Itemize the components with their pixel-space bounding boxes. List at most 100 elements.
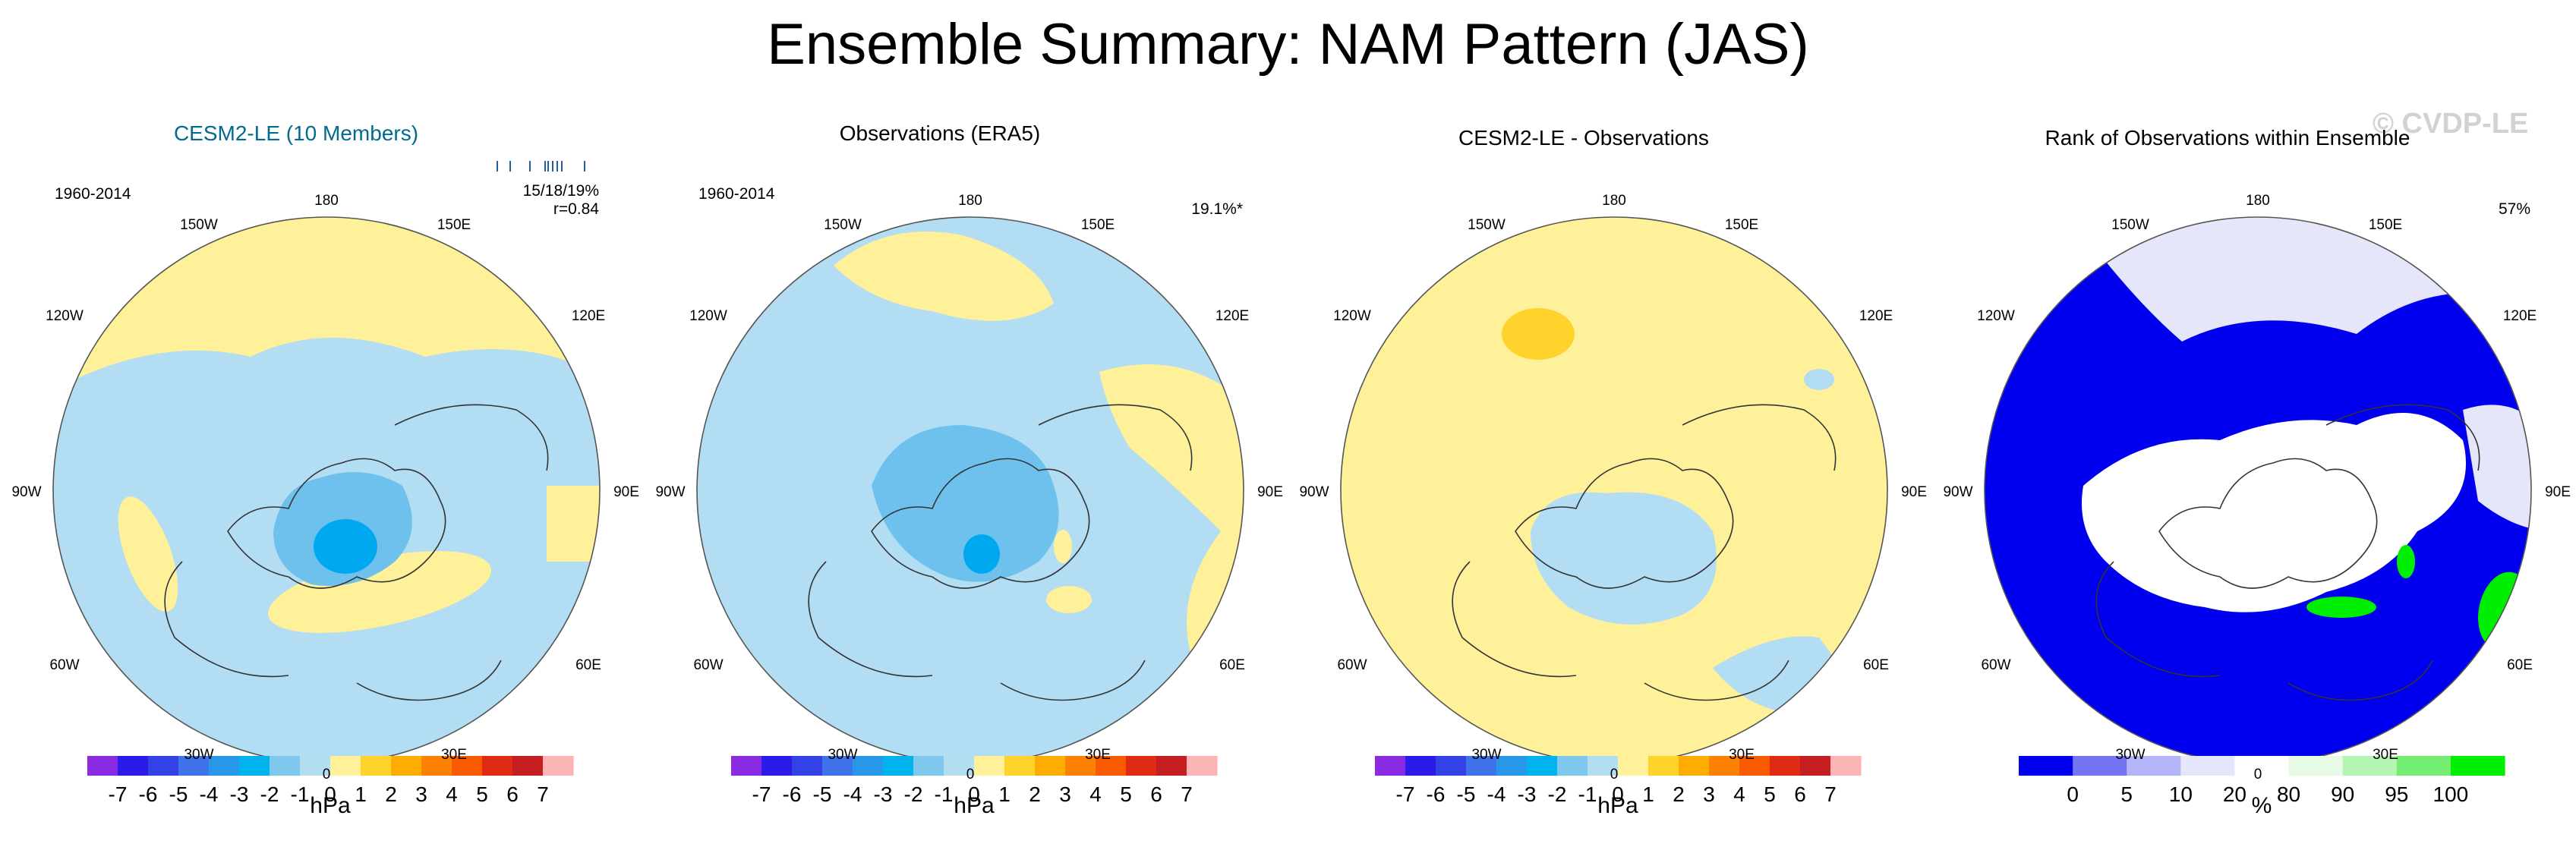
colorbar-swatch <box>330 756 361 776</box>
colorbar-unit: hPa <box>310 793 351 818</box>
colorbar-tick-label: -7 <box>752 782 771 806</box>
colorbar-swatch <box>913 756 944 776</box>
colorbar-swatch <box>1648 756 1679 776</box>
negative-anomaly-center <box>314 519 377 574</box>
colorbar-swatch <box>300 756 331 776</box>
longitude-label: 120E <box>571 308 606 324</box>
longitude-label: 150E <box>1080 217 1115 233</box>
colorbar-swatch <box>2450 756 2505 776</box>
colorbar-unit: hPa <box>1597 793 1638 818</box>
colorbar: -7 -6 -5 -4 -3 -2 -1 0 1 2 3 4 5 6 7 <box>87 756 574 806</box>
longitude-label: 120W <box>1333 308 1371 324</box>
colorbar-swatch <box>2234 756 2290 776</box>
positive-anomaly-scandinavia <box>1054 530 1072 563</box>
colorbar-tick-label: -3 <box>874 782 893 806</box>
colorbar-tick-label: -4 <box>843 782 862 806</box>
colorbar-tick-label: -3 <box>1518 782 1537 806</box>
colorbar-tick-label: 0 <box>2067 782 2079 806</box>
colorbar-tick-label: 2 <box>385 782 397 806</box>
colorbar-swatch <box>2127 756 2181 776</box>
colorbar-swatch <box>1004 756 1036 776</box>
longitude-label: 150W <box>180 217 218 233</box>
longitude-label: 90W <box>1943 484 1973 500</box>
colorbar-swatch <box>452 756 483 776</box>
colorbar-tick-label: -2 <box>260 782 279 806</box>
longitude-label: 60E <box>575 657 601 673</box>
coastline <box>808 404 1193 701</box>
panel-rank: 0 5 10 20 80 90 95 100 Rank of Observations wit… <box>1931 106 2573 847</box>
rank-high-europe <box>2306 597 2376 618</box>
longitude-label: 60W <box>1337 657 1367 673</box>
negative-difference-small <box>1804 369 1834 390</box>
longitude-label: 0 <box>1610 767 1619 782</box>
period-label: 1960-2014 <box>55 185 131 203</box>
map-svg: -7 -6 -5 -4 -3 -2 -1 0 1 2 3 4 5 6 7 <box>696 216 1244 806</box>
figure-title: Ensemble Summary: NAM Pattern (JAS) <box>767 12 1809 77</box>
coastline <box>2095 404 2480 701</box>
colorbar-tick-label: -6 <box>1427 782 1446 806</box>
colorbar-swatch <box>361 756 392 776</box>
colorbar-swatch <box>270 756 301 776</box>
colorbar-swatch <box>853 756 884 776</box>
longitude-label: 90E <box>1257 484 1283 500</box>
colorbar-swatch <box>1800 756 1831 776</box>
positive-anomaly-pacific <box>834 231 1054 321</box>
map-svg: -7 -6 -5 -4 -3 -2 -1 0 1 2 3 4 5 6 7 <box>52 161 601 806</box>
colorbar-tick-label: 2 <box>1029 782 1041 806</box>
colorbar-swatch <box>1035 756 1066 776</box>
colorbar-tick-label: 0 <box>324 782 336 806</box>
stat-correlation: r=0.84 <box>553 200 599 218</box>
colorbar-swatch <box>1187 756 1218 776</box>
colorbar-swatch <box>87 756 118 776</box>
colorbar-tick-label: 5 <box>2120 782 2133 806</box>
longitude-label: 120E <box>1859 308 1893 324</box>
colorbar-tick-label: 6 <box>1150 782 1162 806</box>
colorbar-swatch <box>239 756 270 776</box>
colorbar-swatch <box>178 756 210 776</box>
colorbar-swatch <box>1436 756 1467 776</box>
colorbar-swatch <box>1405 756 1436 776</box>
colorbar-swatch <box>2180 756 2236 776</box>
colorbar-swatch <box>391 756 422 776</box>
colorbar-tick-label: 100 <box>2433 782 2469 806</box>
colorbar-tick-label: 6 <box>506 782 519 806</box>
colorbar-tick-label: -4 <box>200 782 219 806</box>
watermark: © CVDP-LE <box>2373 108 2529 140</box>
longitude-label: 150W <box>1468 217 1506 233</box>
colorbar-tick-label: -5 <box>1457 782 1476 806</box>
stat-variance: 19.1%* <box>1191 200 1243 218</box>
colorbar-tick-label: 20 <box>2223 782 2247 806</box>
longitude-label: 0 <box>2253 767 2262 782</box>
positive-anomaly-atlantic <box>118 496 178 612</box>
colorbar-swatch <box>209 756 240 776</box>
colorbar-tick-label: 80 <box>2277 782 2300 806</box>
colorbar-tick-label: -2 <box>904 782 923 806</box>
longitude-label: 120W <box>1977 308 2015 324</box>
longitude-label: 60E <box>1863 657 1889 673</box>
longitude-label: 30E <box>2373 747 2398 763</box>
colorbar: 0 5 10 20 80 90 95 100 <box>2019 756 2505 806</box>
colorbar-tick-label: 3 <box>1059 782 1071 806</box>
colorbar-swatch <box>1126 756 1157 776</box>
colorbar-tick-label: -2 <box>1548 782 1567 806</box>
colorbar-unit: % <box>2251 793 2272 818</box>
colorbar-swatch <box>2288 756 2344 776</box>
colorbar: -7 -6 -5 -4 -3 -2 -1 0 1 2 3 4 5 6 7 <box>731 756 1218 806</box>
colorbar-tick-label: -7 <box>109 782 128 806</box>
positive-difference-pacific <box>1502 308 1575 360</box>
colorbar-tick-label: 5 <box>476 782 488 806</box>
colorbar-swatch <box>1156 756 1187 776</box>
colorbar-tick-label: 1 <box>1642 782 1654 806</box>
colorbar-tick-label: -5 <box>169 782 188 806</box>
colorbar-tick-label: -7 <box>1396 782 1415 806</box>
colorbar-swatch <box>1065 756 1096 776</box>
longitude-label: 30W <box>828 747 858 763</box>
colorbar-swatch <box>1679 756 1710 776</box>
negative-difference-arctic <box>1531 492 1717 625</box>
colorbar-swatch <box>1375 756 1406 776</box>
colorbar-tick-label: 5 <box>1764 782 1776 806</box>
rank-middle-arctic <box>2082 413 2466 612</box>
longitude-label: 90E <box>2545 484 2571 500</box>
colorbar-tick-label: -4 <box>1487 782 1506 806</box>
positive-anomaly-europe <box>1046 586 1092 613</box>
